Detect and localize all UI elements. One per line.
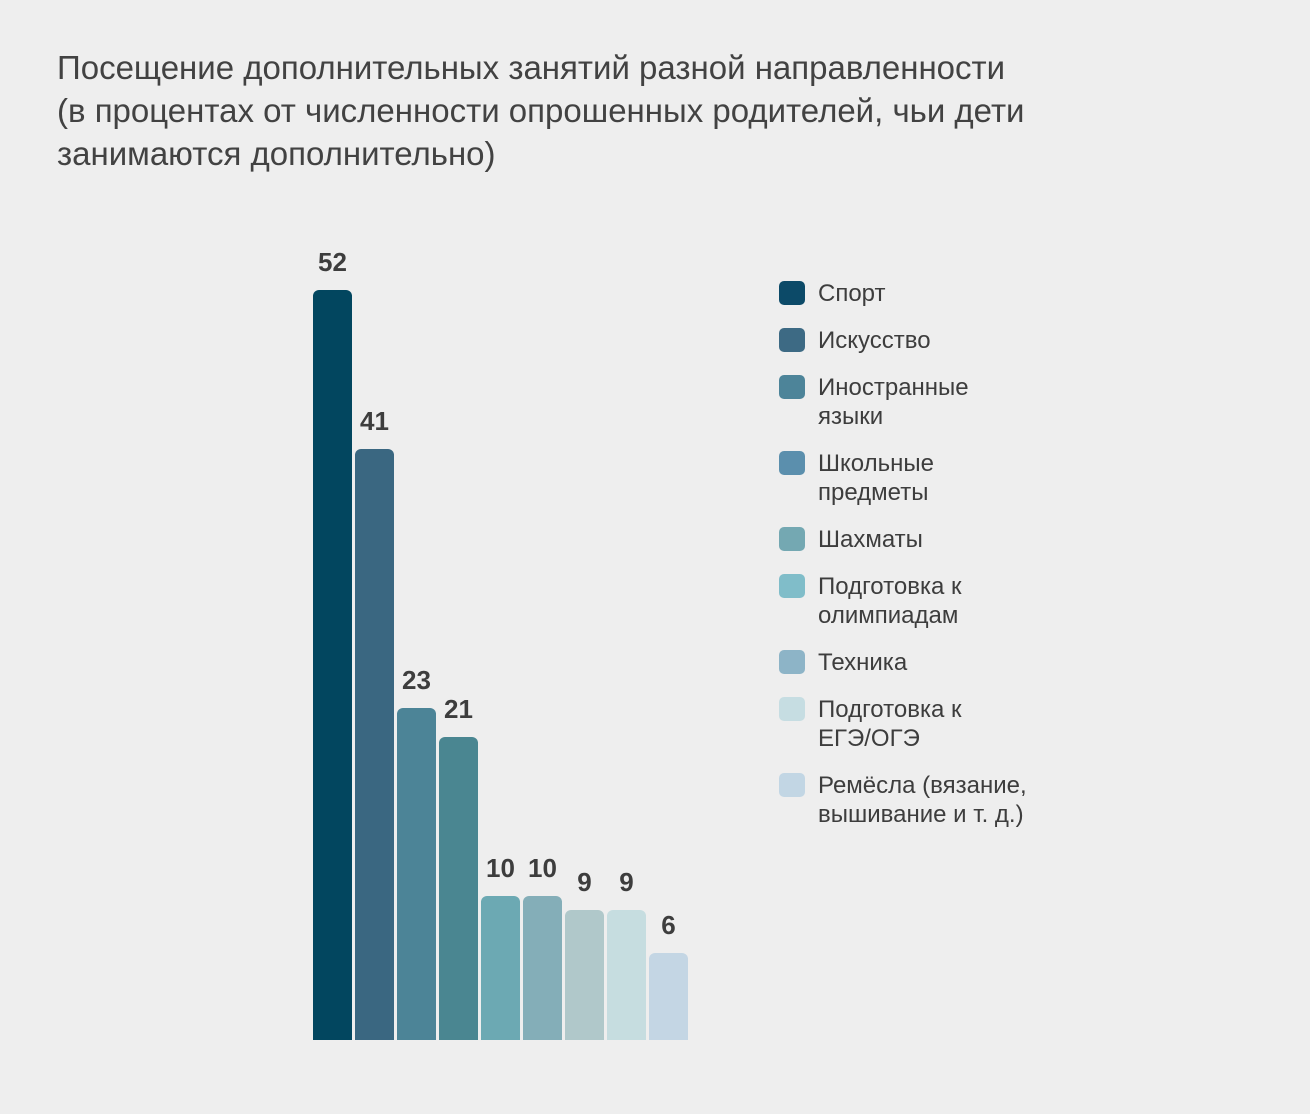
- bar-column: 9: [565, 867, 604, 1040]
- bar-value-label: 23: [402, 665, 431, 695]
- chart-title: Посещение дополнительных занятий разной …: [57, 46, 1025, 175]
- chart-title-line: Посещение дополнительных занятий разной …: [57, 49, 1006, 86]
- legend-label: Техника: [818, 648, 907, 677]
- bar: [565, 910, 604, 1040]
- bar-value-label: 52: [318, 247, 347, 277]
- legend-swatch: [779, 574, 805, 598]
- legend-label-line: Ремёсла (вязание,: [818, 772, 1027, 799]
- legend-label: Иностранные языки: [818, 373, 969, 431]
- bar-value-label: 10: [528, 853, 557, 883]
- bar-column: 52: [313, 247, 352, 1040]
- legend-label: Шахматы: [818, 525, 923, 554]
- bar-value-label: 41: [360, 406, 389, 436]
- legend-label: Школьные предметы: [818, 449, 934, 507]
- bar-value-label: 10: [486, 853, 515, 883]
- bar: [397, 708, 436, 1040]
- legend-item: Школьные предметы: [779, 449, 1027, 507]
- bar: [481, 896, 520, 1040]
- legend-swatch: [779, 697, 805, 721]
- bar-column: 9: [607, 867, 646, 1040]
- bar-column: 10: [523, 853, 562, 1040]
- legend-label-line: предметы: [818, 479, 929, 506]
- legend-item: Ремёсла (вязание, вышивание и т. д.): [779, 771, 1027, 829]
- legend-swatch: [779, 451, 805, 475]
- bar: [439, 737, 478, 1040]
- legend-label: Ремёсла (вязание, вышивание и т. д.): [818, 771, 1027, 829]
- legend-label: Подготовка к олимпиадам: [818, 572, 961, 630]
- legend-label: Искусство: [818, 326, 931, 355]
- legend-label: Спорт: [818, 279, 886, 308]
- bar-column: 23: [397, 665, 436, 1040]
- chart-title-line: (в процентах от численности опрошенных р…: [57, 92, 1025, 129]
- legend-label: Подготовка к ЕГЭ/ОГЭ: [818, 695, 961, 753]
- legend-label-line: вышивание и т. д.): [818, 801, 1024, 828]
- legend-label-line: Техника: [818, 649, 908, 676]
- legend-label-line: олимпиадам: [818, 602, 959, 629]
- bar-column: 10: [481, 853, 520, 1040]
- legend-item: Спорт: [779, 279, 1027, 308]
- bar-value-label: 9: [619, 867, 634, 897]
- legend-label-line: Спорт: [818, 280, 886, 307]
- legend-swatch: [779, 527, 805, 551]
- legend-label-line: Подготовка к: [818, 573, 962, 600]
- legend-item: Шахматы: [779, 525, 1027, 554]
- bar-value-label: 6: [661, 910, 676, 940]
- legend-label-line: языки: [818, 403, 884, 430]
- legend-swatch: [779, 773, 805, 797]
- legend-item: Подготовка к олимпиадам: [779, 572, 1027, 630]
- bar: [313, 290, 352, 1040]
- legend-item: Иностранные языки: [779, 373, 1027, 431]
- legend-swatch: [779, 650, 805, 674]
- bar: [649, 953, 688, 1040]
- legend-item: Подготовка к ЕГЭ/ОГЭ: [779, 695, 1027, 753]
- bar: [355, 449, 394, 1040]
- legend-swatch: [779, 328, 805, 352]
- bar-plot: 52 41 23 21 10 10 9 9 6: [313, 200, 688, 1040]
- bar: [523, 896, 562, 1040]
- legend-swatch: [779, 375, 805, 399]
- bar: [607, 910, 646, 1040]
- legend-swatch: [779, 281, 805, 305]
- bar-column: 41: [355, 406, 394, 1040]
- bar-value-label: 21: [444, 694, 473, 724]
- chart-legend: Спорт Искусство Иностранные языки Школьные пр…: [779, 279, 1027, 829]
- bar-column: 21: [439, 694, 478, 1040]
- legend-item: Техника: [779, 648, 1027, 677]
- legend-label-line: ЕГЭ/ОГЭ: [818, 725, 920, 752]
- legend-label-line: Искусство: [818, 327, 931, 354]
- chart-title-line: занимаются дополнительно): [57, 135, 496, 172]
- legend-label-line: Подготовка к: [818, 696, 962, 723]
- legend-label-line: Иностранные: [818, 374, 969, 401]
- bar-column: 6: [649, 910, 688, 1040]
- legend-label-line: Шахматы: [818, 526, 923, 553]
- bar-value-label: 9: [577, 867, 592, 897]
- legend-item: Искусство: [779, 326, 1027, 355]
- legend-label-line: Школьные: [818, 450, 934, 477]
